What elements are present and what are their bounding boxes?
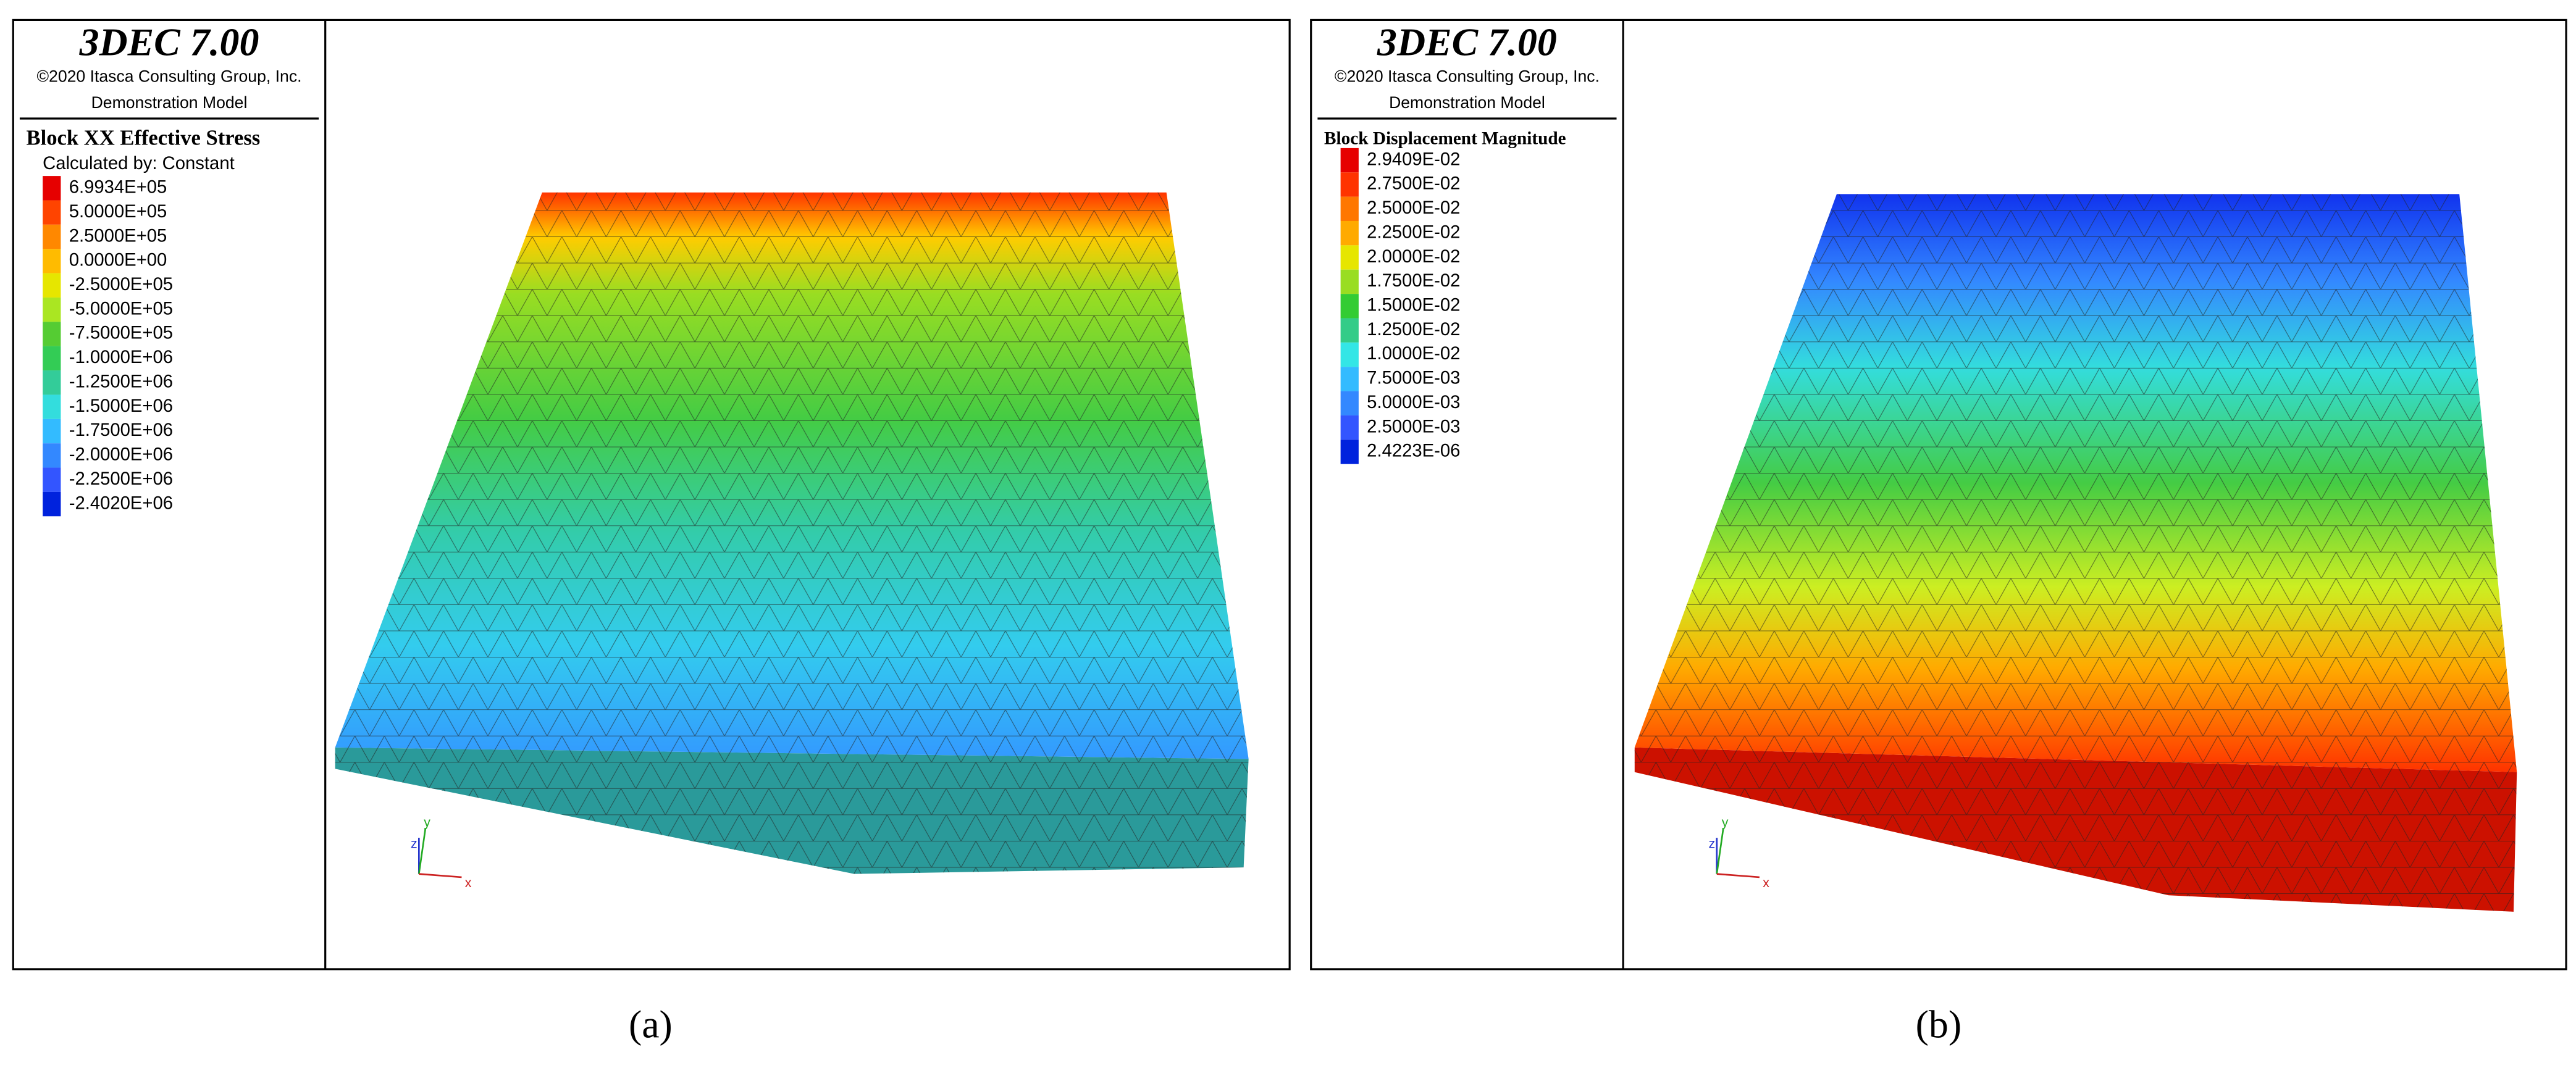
legend-label: -1.0000E+06 xyxy=(69,348,173,367)
legend-swatch xyxy=(1340,415,1359,440)
legend-swatch xyxy=(1340,342,1359,367)
legend-label: 1.2500E-02 xyxy=(1367,320,1460,340)
legend-swatch xyxy=(1340,318,1359,343)
app-title: 3DEC 7.00 xyxy=(79,20,259,64)
panel-frame xyxy=(12,19,1291,970)
legend-label: 7.5000E-03 xyxy=(1367,369,1460,388)
legend-swatch xyxy=(1340,294,1359,319)
legend-swatch xyxy=(43,370,61,395)
legend-label: 2.4223E-06 xyxy=(1367,441,1460,461)
legend-label: -5.0000E+05 xyxy=(69,299,173,319)
legend-swatch xyxy=(43,443,61,468)
panel-frame xyxy=(1310,19,2567,970)
axis-label: z xyxy=(411,836,417,851)
legend-swatch xyxy=(43,491,61,517)
legend-label: -2.0000E+06 xyxy=(69,445,173,465)
legend-label: -2.5000E+05 xyxy=(69,275,173,294)
legend-label: 2.2500E-02 xyxy=(1367,222,1460,242)
axis-label: x xyxy=(465,875,472,890)
legend-swatch xyxy=(43,200,61,225)
legend-label: 2.5000E-02 xyxy=(1367,198,1460,218)
legend-swatch xyxy=(43,322,61,346)
legend-label: 0.0000E+00 xyxy=(69,251,167,270)
caption: (b) xyxy=(1916,1002,1961,1046)
legend-label: -2.2500E+06 xyxy=(69,469,173,489)
legend-swatch xyxy=(1340,172,1359,197)
legend-swatch xyxy=(1340,245,1359,270)
legend-label: 2.5000E+05 xyxy=(69,226,167,246)
legend-label: 2.7500E-02 xyxy=(1367,174,1460,194)
axis-y xyxy=(1716,827,1724,874)
legend-swatch xyxy=(43,394,61,419)
legend-swatch xyxy=(43,249,61,273)
legend-label: -1.5000E+06 xyxy=(69,396,173,416)
copyright: ©2020 Itasca Consulting Group, Inc. xyxy=(1335,67,1600,86)
legend-swatch xyxy=(43,273,61,298)
legend-title: Block Displacement Magnitude xyxy=(1324,128,1566,148)
legend-label: 5.0000E+05 xyxy=(69,202,167,222)
legend-swatch xyxy=(1340,391,1359,415)
legend-swatch xyxy=(1340,440,1359,464)
mesh xyxy=(335,747,1249,874)
app-title: 3DEC 7.00 xyxy=(1377,20,1557,64)
legend-label: 2.5000E-03 xyxy=(1367,417,1460,436)
legend-swatch xyxy=(1340,269,1359,294)
legend-label: -1.2500E+06 xyxy=(69,372,173,391)
legend-label: 2.0000E-02 xyxy=(1367,247,1460,267)
legend-label: 1.7500E-02 xyxy=(1367,271,1460,291)
legend-swatch xyxy=(1340,220,1359,246)
legend-swatch xyxy=(43,467,61,492)
legend-swatch xyxy=(1340,148,1359,173)
legend-label: 1.5000E-02 xyxy=(1367,296,1460,315)
axis-label: y xyxy=(1722,815,1729,830)
axis-x xyxy=(1716,873,1760,878)
legend-swatch xyxy=(43,176,61,201)
axis-y xyxy=(418,827,427,874)
caption: (a) xyxy=(629,1002,673,1046)
legend-label: 1.0000E-02 xyxy=(1367,344,1460,364)
model-name: Demonstration Model xyxy=(1389,93,1545,112)
mesh xyxy=(1634,747,2517,912)
legend-label: 6.9934E+05 xyxy=(69,178,167,198)
legend-swatch xyxy=(43,224,61,249)
legend-label: -2.4020E+06 xyxy=(69,493,173,513)
legend-label: -7.5000E+05 xyxy=(69,323,173,343)
axis-x xyxy=(419,873,462,878)
legend-swatch xyxy=(43,297,61,322)
legend-subtitle: Calculated by: Constant xyxy=(43,154,235,173)
copyright: ©2020 Itasca Consulting Group, Inc. xyxy=(36,67,301,86)
legend-title: Block XX Effective Stress xyxy=(27,127,261,150)
legend-label: 5.0000E-03 xyxy=(1367,393,1460,412)
legend-swatch xyxy=(43,346,61,371)
mesh xyxy=(335,192,1249,759)
legend-swatch xyxy=(43,419,61,444)
legend-label: -1.7500E+06 xyxy=(69,420,173,440)
model-name: Demonstration Model xyxy=(91,93,248,112)
mesh xyxy=(1634,194,2517,772)
axis-label: x xyxy=(1763,875,1769,890)
legend-swatch xyxy=(1340,367,1359,391)
axis-label: y xyxy=(424,815,430,830)
legend-swatch xyxy=(1340,196,1359,221)
legend-label: 2.9409E-02 xyxy=(1367,149,1460,169)
axis-label: z xyxy=(1708,836,1715,851)
